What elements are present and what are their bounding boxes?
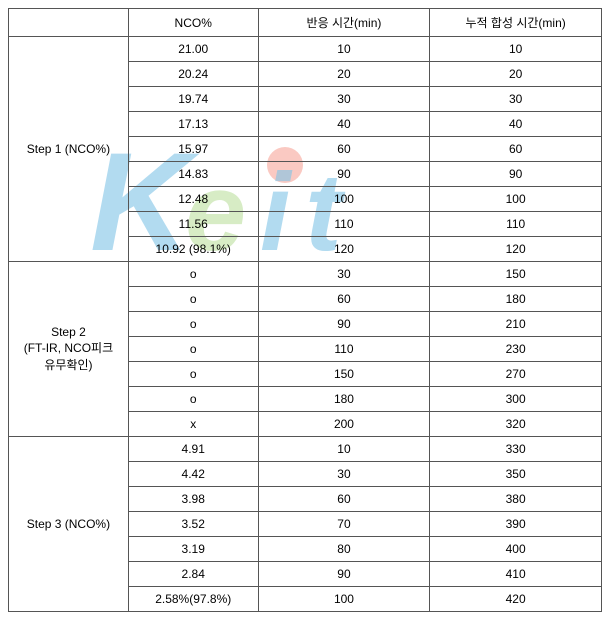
header-blank [9,9,129,37]
cumulative-time-cell: 400 [430,537,602,562]
reaction-time-cell: 60 [258,287,430,312]
reaction-time-cell: 180 [258,387,430,412]
cumulative-time-cell: 320 [430,412,602,437]
reaction-time-cell: 120 [258,237,430,262]
nco-cell: 12.48 [128,187,258,212]
reaction-time-cell: 100 [258,187,430,212]
cumulative-time-cell: 40 [430,112,602,137]
nco-cell: o [128,362,258,387]
reaction-time-cell: 70 [258,512,430,537]
table-row: Step 3 (NCO%)4.9110330 [9,437,602,462]
reaction-time-cell: 30 [258,262,430,287]
nco-cell: 3.98 [128,487,258,512]
reaction-time-cell: 40 [258,112,430,137]
cumulative-time-cell: 90 [430,162,602,187]
nco-cell: 20.24 [128,62,258,87]
step-label-cell: Step 3 (NCO%) [9,437,129,612]
reaction-time-cell: 60 [258,487,430,512]
cumulative-time-cell: 60 [430,137,602,162]
cumulative-time-cell: 150 [430,262,602,287]
cumulative-time-cell: 100 [430,187,602,212]
table-body: Step 1 (NCO%)21.00101020.24202019.743030… [9,37,602,612]
cumulative-time-cell: 10 [430,37,602,62]
nco-cell: x [128,412,258,437]
reaction-time-cell: 60 [258,137,430,162]
cumulative-time-cell: 270 [430,362,602,387]
nco-cell: 3.19 [128,537,258,562]
reaction-time-cell: 10 [258,37,430,62]
reaction-time-cell: 90 [258,162,430,187]
reaction-time-cell: 90 [258,562,430,587]
cumulative-time-cell: 390 [430,512,602,537]
cumulative-time-cell: 230 [430,337,602,362]
cumulative-time-cell: 210 [430,312,602,337]
step-label-cell: Step 1 (NCO%) [9,37,129,262]
nco-cell: 14.83 [128,162,258,187]
header-reaction-time: 반응 시간(min) [258,9,430,37]
reaction-time-cell: 20 [258,62,430,87]
cumulative-time-cell: 20 [430,62,602,87]
reaction-time-cell: 100 [258,587,430,612]
reaction-time-cell: 10 [258,437,430,462]
table-row: Step 1 (NCO%)21.001010 [9,37,602,62]
cumulative-time-cell: 410 [430,562,602,587]
cumulative-time-cell: 30 [430,87,602,112]
nco-cell: o [128,387,258,412]
nco-cell: 19.74 [128,87,258,112]
nco-cell: o [128,287,258,312]
reaction-time-cell: 200 [258,412,430,437]
nco-cell: 11.56 [128,212,258,237]
nco-cell: 4.42 [128,462,258,487]
step-label-cell: Step 2(FT-IR, NCO피크유무확인) [9,262,129,437]
cumulative-time-cell: 350 [430,462,602,487]
reaction-time-cell: 30 [258,462,430,487]
nco-cell: 4.91 [128,437,258,462]
table-row: Step 2(FT-IR, NCO피크유무확인)o30150 [9,262,602,287]
reaction-time-cell: 90 [258,312,430,337]
reaction-time-cell: 110 [258,337,430,362]
reaction-time-cell: 80 [258,537,430,562]
nco-cell: o [128,337,258,362]
cumulative-time-cell: 180 [430,287,602,312]
cumulative-time-cell: 120 [430,237,602,262]
cumulative-time-cell: 380 [430,487,602,512]
table-header-row: NCO% 반응 시간(min) 누적 합성 시간(min) [9,9,602,37]
nco-cell: 21.00 [128,37,258,62]
cumulative-time-cell: 420 [430,587,602,612]
nco-cell: 17.13 [128,112,258,137]
data-table: NCO% 반응 시간(min) 누적 합성 시간(min) Step 1 (NC… [8,8,602,612]
header-cumulative-time: 누적 합성 시간(min) [430,9,602,37]
reaction-time-cell: 150 [258,362,430,387]
nco-cell: 3.52 [128,512,258,537]
nco-cell: o [128,312,258,337]
reaction-time-cell: 30 [258,87,430,112]
reaction-time-cell: 110 [258,212,430,237]
nco-cell: 2.84 [128,562,258,587]
cumulative-time-cell: 110 [430,212,602,237]
cumulative-time-cell: 300 [430,387,602,412]
header-nco: NCO% [128,9,258,37]
nco-cell: o [128,262,258,287]
nco-cell: 2.58%(97.8%) [128,587,258,612]
nco-cell: 15.97 [128,137,258,162]
cumulative-time-cell: 330 [430,437,602,462]
nco-cell: 10.92 (98.1%) [128,237,258,262]
